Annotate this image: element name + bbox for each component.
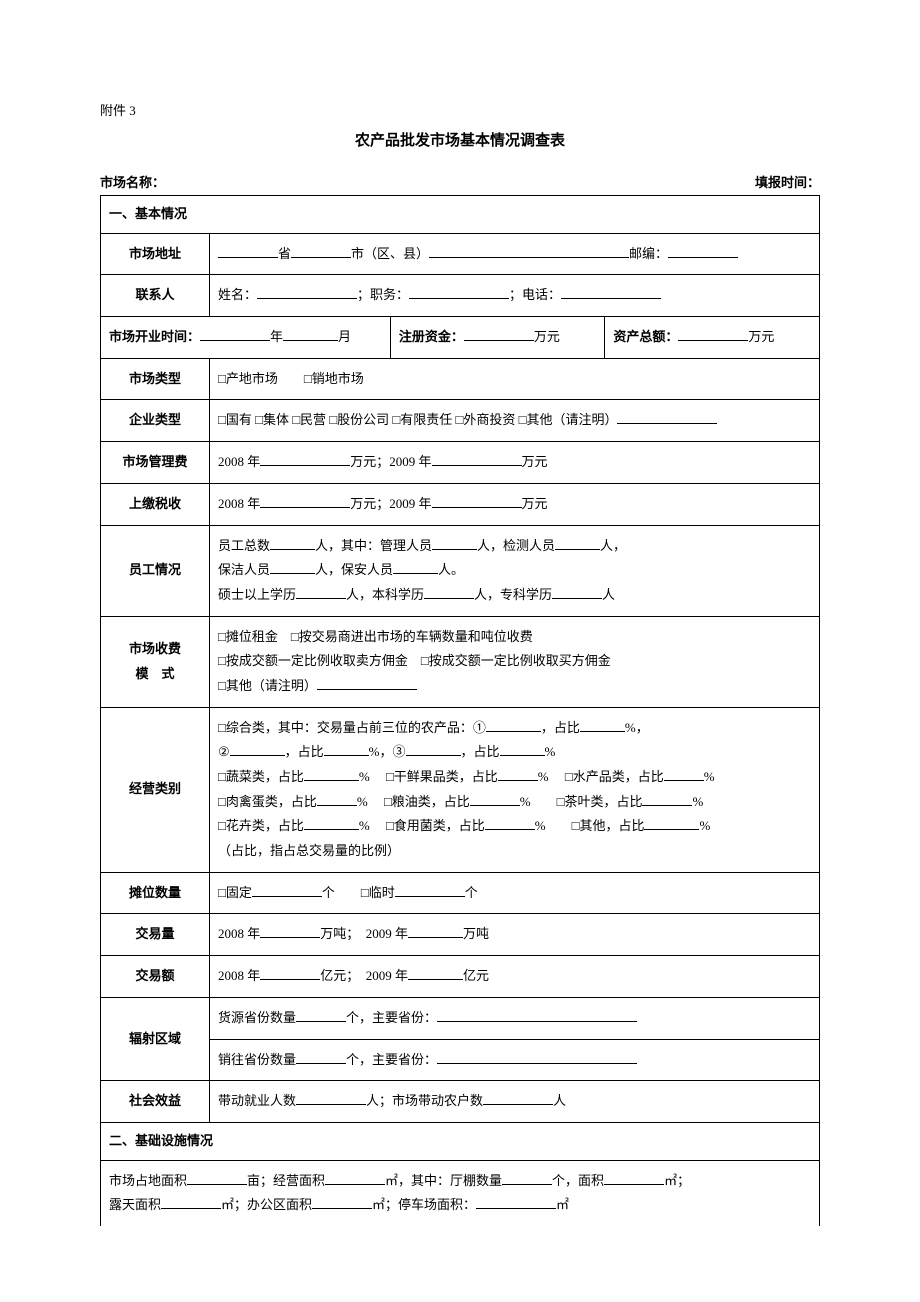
report-time-label: 填报时间： — [755, 172, 820, 191]
market-name-label: 市场名称： — [100, 172, 165, 191]
fee-mode-cell[interactable]: □摊位租金 □按交易商进出市场的车辆数量和吨位收费 □按成交额一定比例收取卖方佣… — [210, 616, 820, 707]
ent-type-label: 企业类型 — [101, 400, 210, 442]
volume-cell: 2008 年万吨； 2009 年万吨 — [210, 914, 820, 956]
row-open-reg-asset: 市场开业时间：年月 注册资金：万元 资产总额：万元 — [101, 317, 820, 359]
open-time-cell: 市场开业时间：年月 — [101, 317, 391, 359]
blank-tax08[interactable] — [260, 493, 350, 508]
row-mgmt-fee: 市场管理费 2008 年万元；2009 年万元 — [101, 442, 820, 484]
biz-type-label: 经营类别 — [101, 707, 210, 872]
area-dest-cell: 销往省份数量个，主要省份： — [210, 1039, 820, 1081]
facility-cell: 市场占地面积亩；经营面积㎡，其中：厅棚数量个，面积㎡； 露天面积㎡；办公区面积㎡… — [101, 1160, 820, 1226]
booth-label: 摊位数量 — [101, 872, 210, 914]
staff-label: 员工情况 — [101, 525, 210, 616]
row-facility: 市场占地面积亩；经营面积㎡，其中：厅棚数量个，面积㎡； 露天面积㎡；办公区面积㎡… — [101, 1160, 820, 1226]
blank-month[interactable] — [283, 326, 338, 341]
blank-name[interactable] — [257, 285, 357, 300]
area-source-cell: 货源省份数量个，主要省份： — [210, 997, 820, 1039]
row-staff: 员工情况 员工总数人，其中：管理人员人，检测人员人， 保洁人员人，保安人员人。 … — [101, 525, 820, 616]
market-type-cell[interactable]: □产地市场 □销地市场 — [210, 358, 820, 400]
blank-province[interactable] — [218, 243, 278, 258]
row-area-src: 辐射区域 货源省份数量个，主要省份： — [101, 997, 820, 1039]
blank-ent-other[interactable] — [617, 410, 717, 425]
tax-label: 上缴税收 — [101, 483, 210, 525]
contact-label: 联系人 — [101, 275, 210, 317]
fee-mode-label: 市场收费模 式 — [101, 616, 210, 707]
header-line: 市场名称： 填报时间： — [100, 172, 820, 191]
blank-regcap[interactable] — [464, 326, 534, 341]
mgmt-fee-label: 市场管理费 — [101, 442, 210, 484]
address-label: 市场地址 — [101, 233, 210, 275]
row-address: 市场地址 省市（区、县）邮编： — [101, 233, 820, 275]
asset-cell: 资产总额：万元 — [605, 317, 820, 359]
blank-city[interactable] — [291, 243, 351, 258]
blank-fee08[interactable] — [260, 451, 350, 466]
social-label: 社会效益 — [101, 1081, 210, 1123]
survey-table: 一、基本情况 市场地址 省市（区、县）邮编： 联系人 姓名：；职务：；电话： 市… — [100, 195, 820, 1226]
row-volume: 交易量 2008 年万吨； 2009 年万吨 — [101, 914, 820, 956]
amount-label: 交易额 — [101, 956, 210, 998]
section-2-header: 二、基础设施情况 — [101, 1122, 820, 1160]
contact-cell: 姓名：；职务：；电话： — [210, 275, 820, 317]
tax-cell: 2008 年万元；2009 年万元 — [210, 483, 820, 525]
section-1-header: 一、基本情况 — [101, 196, 820, 234]
blank-phone[interactable] — [561, 285, 661, 300]
row-market-type: 市场类型 □产地市场 □销地市场 — [101, 358, 820, 400]
blank-position[interactable] — [409, 285, 509, 300]
row-fee-mode: 市场收费模 式 □摊位租金 □按交易商进出市场的车辆数量和吨位收费 □按成交额一… — [101, 616, 820, 707]
booth-cell: □固定个 □临时个 — [210, 872, 820, 914]
blank-asset[interactable] — [678, 326, 748, 341]
row-tax: 上缴税收 2008 年万元；2009 年万元 — [101, 483, 820, 525]
ent-type-cell[interactable]: □国有 □集体 □民营 □股份公司 □有限责任 □外商投资 □其他（请注明） — [210, 400, 820, 442]
row-biz-type: 经营类别 □综合类，其中：交易量占前三位的农产品：①，占比%， ②，占比%，③，… — [101, 707, 820, 872]
mgmt-fee-cell: 2008 年万元；2009 年万元 — [210, 442, 820, 484]
blank-postcode[interactable] — [668, 243, 738, 258]
row-booth: 摊位数量 □固定个 □临时个 — [101, 872, 820, 914]
biz-type-cell[interactable]: □综合类，其中：交易量占前三位的农产品：①，占比%， ②，占比%，③，占比% □… — [210, 707, 820, 872]
volume-label: 交易量 — [101, 914, 210, 956]
blank-tax09[interactable] — [432, 493, 522, 508]
reg-cap-cell: 注册资金：万元 — [390, 317, 605, 359]
social-cell: 带动就业人数人；市场带动农户数人 — [210, 1081, 820, 1123]
blank-fee09[interactable] — [432, 451, 522, 466]
page-title: 农产品批发市场基本情况调查表 — [100, 129, 820, 150]
attachment-label: 附件 3 — [100, 100, 820, 119]
address-cell: 省市（区、县）邮编： — [210, 233, 820, 275]
market-type-label: 市场类型 — [101, 358, 210, 400]
blank-feemode-other[interactable] — [317, 675, 417, 690]
area-label: 辐射区域 — [101, 997, 210, 1080]
row-amount: 交易额 2008 年亿元； 2009 年亿元 — [101, 956, 820, 998]
blank-detail[interactable] — [429, 243, 629, 258]
row-contact: 联系人 姓名：；职务：；电话： — [101, 275, 820, 317]
amount-cell: 2008 年亿元； 2009 年亿元 — [210, 956, 820, 998]
row-social: 社会效益 带动就业人数人；市场带动农户数人 — [101, 1081, 820, 1123]
row-ent-type: 企业类型 □国有 □集体 □民营 □股份公司 □有限责任 □外商投资 □其他（请… — [101, 400, 820, 442]
blank-year[interactable] — [200, 326, 270, 341]
staff-cell: 员工总数人，其中：管理人员人，检测人员人， 保洁人员人，保安人员人。 硕士以上学… — [210, 525, 820, 616]
